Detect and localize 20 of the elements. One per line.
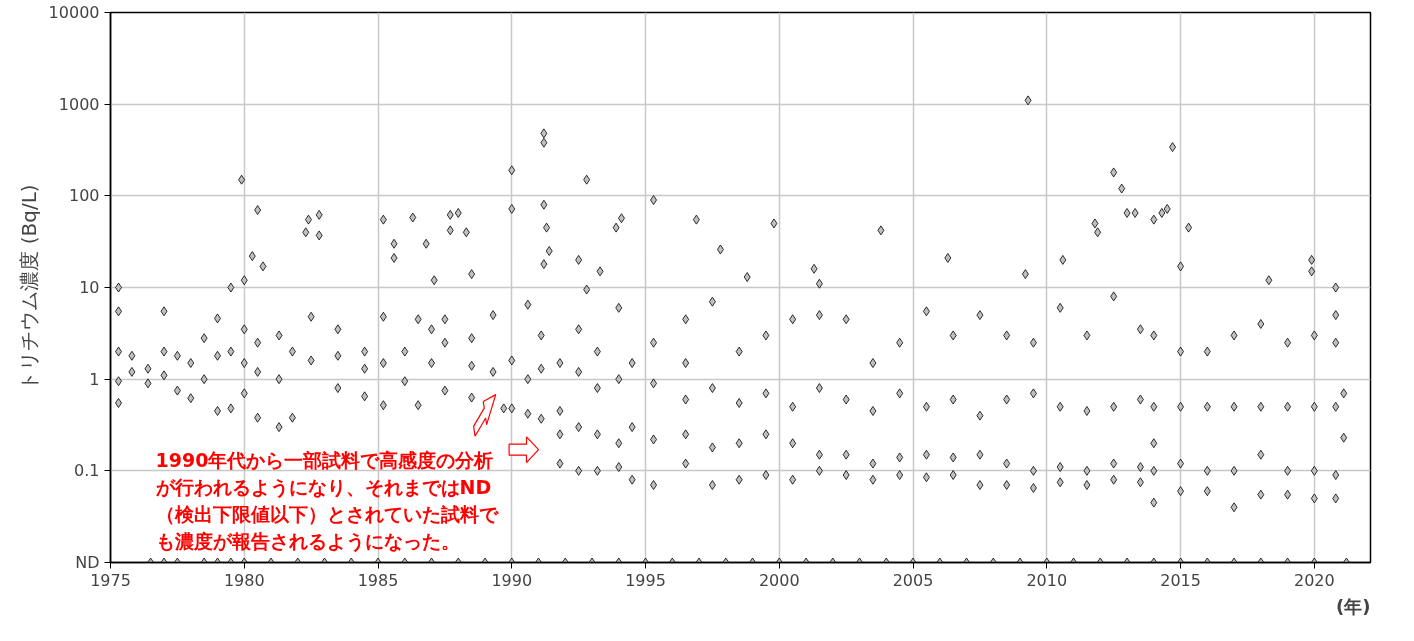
x-tick-label: 1990 xyxy=(491,570,533,590)
x-tick-label: 2015 xyxy=(1160,570,1201,590)
y-tick-label: 10 xyxy=(79,278,100,297)
y-tick-label: 100 xyxy=(68,186,100,206)
x-tick-label: 1980 xyxy=(223,570,265,590)
y-tick-label: 1 xyxy=(89,369,100,389)
x-tick-label: 2020 xyxy=(1293,570,1335,590)
x-tick-label: 1985 xyxy=(357,570,399,590)
x-tick-label: 2010 xyxy=(1026,570,1068,590)
x-tick-label: 2005 xyxy=(892,570,934,590)
x-tick-label: 1995 xyxy=(625,570,666,590)
y-tick-label: 10000 xyxy=(48,3,100,22)
annotation: 1990年代から一部試料で高感度の分析が行われるようになり、それまではND（検出下限値以下）とされていた試料でも濃度が報告されるようになった。 xyxy=(154,448,499,553)
y-tick-label: ND xyxy=(75,553,100,572)
x-axis-title: (年) xyxy=(1336,595,1371,617)
y-axis-title: トリチウム濃度 (Bq/L) xyxy=(16,184,41,391)
y-tick-label: 1000 xyxy=(58,94,100,114)
x-tick-label: 2000 xyxy=(758,570,800,590)
y-tick-label: 0.1 xyxy=(74,461,100,481)
x-tick-label: 1975 xyxy=(90,570,131,590)
